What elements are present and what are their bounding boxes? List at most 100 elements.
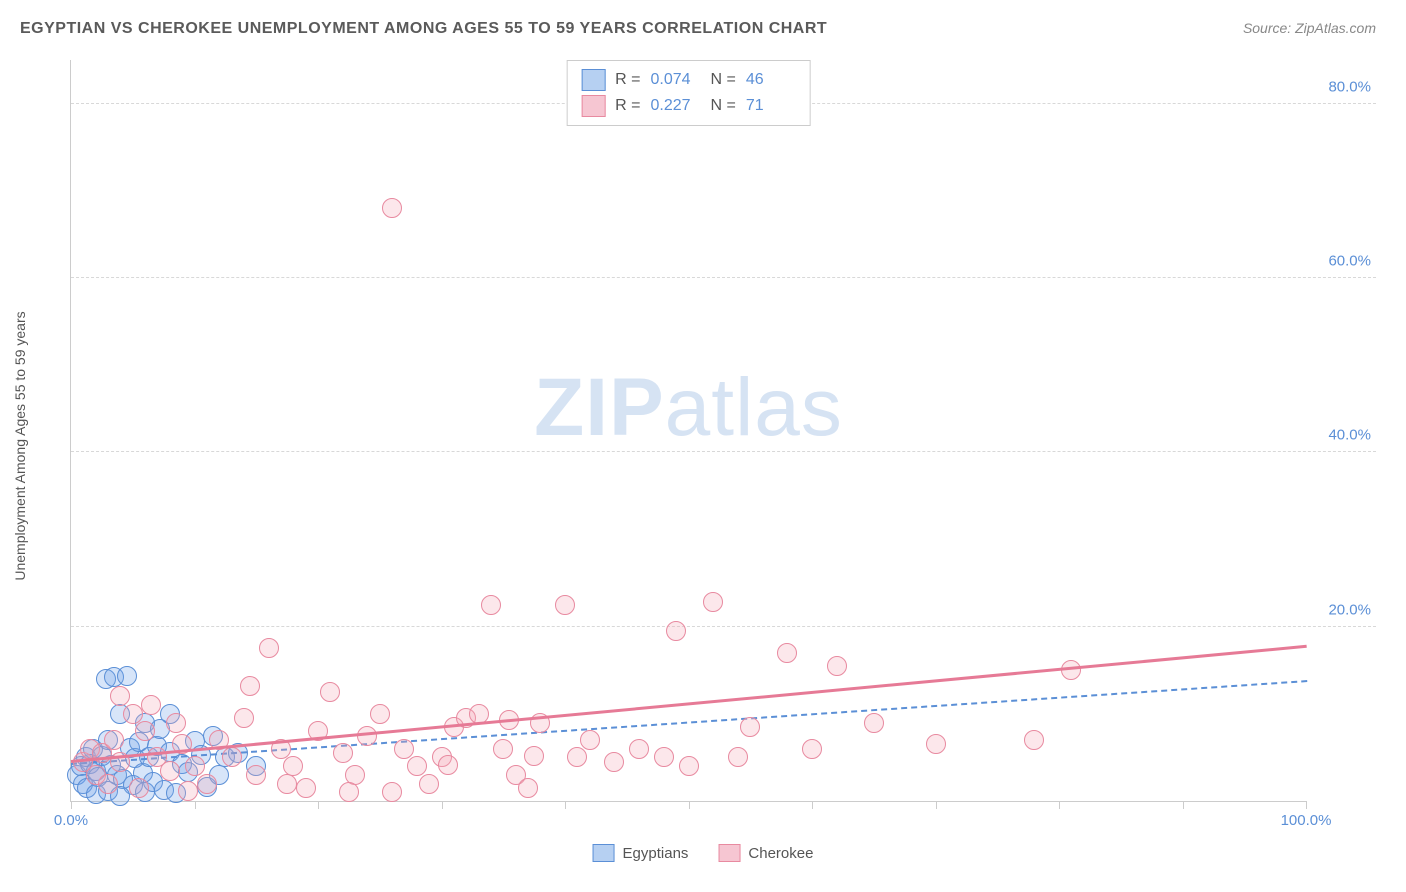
plot-container: Unemployment Among Ages 55 to 59 years Z… [50,60,1376,832]
scatter-point [518,778,538,798]
x-tick [1306,801,1307,809]
x-tick-label-min: 0.0% [54,812,88,829]
scatter-point [654,747,674,767]
chart-header: EGYPTIAN VS CHEROKEE UNEMPLOYMENT AMONG … [0,0,1406,48]
scatter-point [123,704,143,724]
scatter-point [629,739,649,759]
scatter-point [117,666,137,686]
grid-line [71,451,1376,452]
x-tick [71,801,72,809]
legend-swatch [581,95,605,117]
trend-line [71,645,1307,763]
scatter-point [567,747,587,767]
stats-row: R = 0.074 N = 46 [581,67,796,93]
legend-swatch [593,844,615,862]
correlation-stats-box: R = 0.074 N = 46 R = 0.227 N = 71 [566,60,811,126]
scatter-point [197,774,217,794]
source-attribution: Source: ZipAtlas.com [1243,20,1376,36]
watermark-bold: ZIP [534,362,665,453]
scatter-point [178,781,198,801]
scatter-point [382,198,402,218]
x-tick [812,801,813,809]
scatter-point [493,739,513,759]
scatter-point [394,739,414,759]
scatter-point [160,761,180,781]
scatter-point [524,746,544,766]
scatter-point [679,756,699,776]
scatter-point [320,682,340,702]
scatter-point [339,782,359,802]
chart-title: EGYPTIAN VS CHEROKEE UNEMPLOYMENT AMONG … [20,20,827,38]
x-tick [565,801,566,809]
y-tick-label: 40.0% [1328,427,1371,444]
source-link[interactable]: ZipAtlas.com [1295,20,1376,36]
scatter-point [728,747,748,767]
scatter-point [802,739,822,759]
n-value: 71 [746,97,796,115]
legend-label: Cherokee [748,845,813,862]
legend-bottom: Egyptians Cherokee [593,844,814,862]
scatter-point [370,704,390,724]
y-tick-label: 80.0% [1328,78,1371,95]
x-tick-label-max: 100.0% [1281,812,1332,829]
source-prefix: Source: [1243,20,1295,36]
legend-label: Egyptians [623,845,689,862]
scatter-point [604,752,624,772]
grid-line [71,277,1376,278]
stats-row: R = 0.227 N = 71 [581,93,796,119]
x-tick [936,801,937,809]
scatter-point [481,595,501,615]
x-tick [1059,801,1060,809]
scatter-point [259,638,279,658]
scatter-point [438,755,458,775]
scatter-point [185,756,205,776]
scatter-point [135,721,155,741]
r-value: 0.074 [651,71,701,89]
scatter-point [740,717,760,737]
scatter-point [98,774,118,794]
n-value: 46 [746,71,796,89]
x-tick [318,801,319,809]
x-tick [195,801,196,809]
legend-swatch [581,69,605,91]
scatter-point [234,708,254,728]
legend-item: Cherokee [718,844,813,862]
scatter-point [1024,730,1044,750]
scatter-point [555,595,575,615]
scatter-point [407,756,427,776]
x-tick [689,801,690,809]
n-label: N = [711,71,736,89]
x-tick [442,801,443,809]
scatter-point [110,686,130,706]
scatter-point [240,676,260,696]
y-tick-label: 20.0% [1328,601,1371,618]
n-label: N = [711,97,736,115]
legend-swatch [718,844,740,862]
watermark-rest: atlas [665,362,843,453]
scatter-point [333,743,353,763]
scatter-point [777,643,797,663]
scatter-point [296,778,316,798]
scatter-point [864,713,884,733]
scatter-point [166,713,186,733]
scatter-point [419,774,439,794]
scatter-point [277,774,297,794]
scatter-point [222,747,242,767]
scatter-point [580,730,600,750]
r-label: R = [615,71,640,89]
scatter-point [104,730,124,750]
r-label: R = [615,97,640,115]
scatter-point [926,734,946,754]
y-axis-label: Unemployment Among Ages 55 to 59 years [12,311,28,580]
scatter-point [141,695,161,715]
x-tick [1183,801,1184,809]
scatter-point [129,778,149,798]
scatter-point [382,782,402,802]
scatter-plot-area: ZIPatlas R =0.074N =46R =0.227N =71 20.0… [70,60,1306,802]
legend-item: Egyptians [593,844,689,862]
y-tick-label: 60.0% [1328,252,1371,269]
scatter-point [703,592,723,612]
scatter-point [827,656,847,676]
r-value: 0.227 [651,97,701,115]
watermark: ZIPatlas [534,361,843,455]
